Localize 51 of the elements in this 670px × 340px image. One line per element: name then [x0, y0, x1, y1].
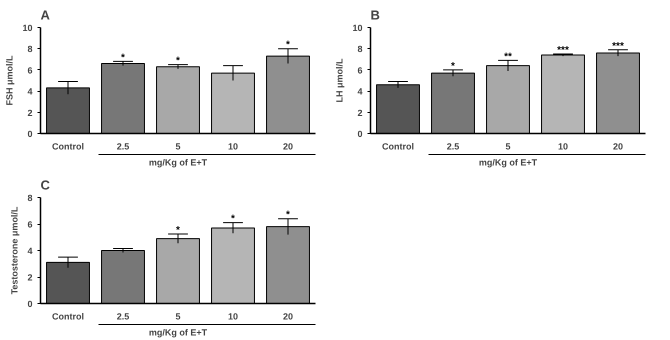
x-tick-label: 5 [175, 142, 181, 152]
y-tick-label: 0 [357, 129, 363, 139]
annotation: * [121, 52, 126, 64]
x-tick-label: 20 [282, 312, 294, 322]
x-tick-label: 2.5 [116, 312, 130, 322]
x-tick-label: Control [52, 142, 84, 152]
x-tick-label: Control [52, 312, 84, 322]
x-axis-title: mg/Kg of E+T [148, 328, 208, 338]
chart-title: B [370, 8, 380, 22]
y-tick-label: 0 [27, 299, 33, 309]
y-tick-label: 8 [27, 193, 33, 203]
x-axis-title: mg/Kg of E+T [478, 158, 538, 168]
y-tick-label: 2 [27, 272, 33, 282]
x-tick-label: 20 [282, 142, 294, 152]
y-tick-label: 10 [22, 23, 33, 33]
y-tick-label: 2 [357, 108, 363, 118]
x-tick-label: 10 [228, 312, 238, 322]
y-tick-label: 10 [352, 23, 363, 33]
x-axis-title: mg/Kg of E+T [148, 158, 208, 168]
chart-title: A [40, 8, 50, 22]
y-tick-label: 4 [357, 86, 363, 97]
annotation: * [176, 56, 180, 67]
x-tick-label: 2.5 [446, 142, 460, 152]
y-tick-label: 8 [357, 44, 363, 54]
y-tick-label: 6 [27, 220, 33, 230]
y-tick-label: 4 [27, 246, 33, 256]
y-tick-label: 6 [27, 65, 33, 76]
annotation: *** [557, 45, 569, 56]
x-tick-label: 2.5 [116, 142, 130, 152]
annotation: * [176, 224, 180, 236]
y-axis-title: Testosterone μmol/L [9, 206, 20, 294]
x-tick-label: Control [382, 142, 414, 152]
y-tick-label: 2 [27, 108, 33, 118]
annotation: * [231, 214, 236, 225]
y-axis-title: FSH μmol/L [4, 54, 14, 106]
chart-title: C [40, 178, 50, 192]
y-tick-label: 8 [27, 44, 33, 54]
y-tick-label: 4 [27, 86, 33, 97]
x-tick-label: 10 [558, 142, 568, 152]
y-tick-label: 0 [27, 129, 33, 139]
x-tick-label: 10 [228, 142, 238, 152]
x-tick-label: 5 [505, 142, 511, 152]
x-tick-label: 20 [612, 142, 624, 152]
x-tick-label: 5 [175, 312, 181, 322]
annotation: * [286, 40, 290, 51]
annotation: *** [612, 40, 624, 52]
annotation: * [286, 210, 290, 221]
y-tick-label: 6 [357, 65, 363, 76]
y-axis-title: LH μmol/L [334, 58, 344, 102]
annotation: * [451, 60, 456, 72]
annotation: ** [504, 51, 512, 62]
